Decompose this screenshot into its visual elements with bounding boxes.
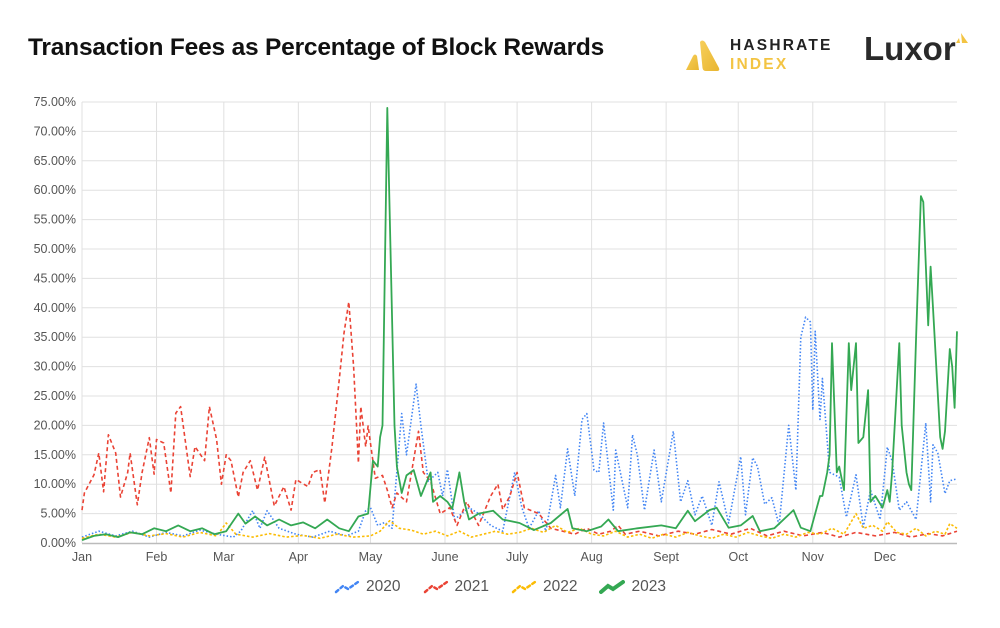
x-tick-label: July [506,550,529,564]
x-tick-label: May [359,550,383,564]
legend-label: 2023 [631,578,666,595]
y-tick-label: 55.00% [34,213,76,227]
y-tick-label: 20.00% [34,418,76,432]
legend-swatch-icon [334,580,360,594]
x-tick-label: Feb [146,550,168,564]
y-axis-ticks: 0.00% 5.00% 10.00% 15.00% 20.00% 25.00% 30.00%… [34,95,76,550]
series-line-2022 [81,512,958,540]
legend-swatch-icon [511,580,537,594]
y-tick-label: 70.00% [34,124,76,138]
x-tick-label: Mar [213,550,235,564]
legend-swatch-icon [599,580,626,594]
y-tick-label: 10.00% [34,477,76,491]
legend-label: 2020 [366,578,401,595]
x-tick-label: June [431,550,458,564]
x-axis-ticks: Jan Feb Mar Apr May June July Aug Sept Oct Nov Dec [72,550,896,564]
hashrate-index-logo-icon [686,40,720,71]
y-tick-label: 15.00% [34,448,76,462]
y-tick-label: 50.00% [34,242,76,256]
series-line-2023 [81,107,958,541]
y-tick-label: 60.00% [34,183,76,197]
legend-label: 2022 [543,578,578,595]
series-lines [81,107,958,541]
y-tick-label: 0.00% [41,536,76,550]
x-tick-label: Jan [72,550,92,564]
gridlines [81,101,957,543]
legend-item-2023[interactable]: 2023 [599,578,666,596]
x-tick-label: Oct [729,550,749,564]
legend: 2020 2021 2022 2023 [0,578,1000,596]
y-tick-label: 35.00% [34,330,76,344]
luxor-logo-mark-icon [956,33,968,43]
hashrate-logo-line2: INDEX [730,56,789,73]
luxor-logo: Luxor [864,30,956,67]
x-tick-label: Sept [653,550,679,564]
y-tick-label: 25.00% [34,389,76,403]
x-tick-label: Apr [289,550,308,564]
x-tick-label: Aug [580,550,602,564]
y-tick-label: 5.00% [41,507,76,521]
series-line-2021 [81,301,958,538]
y-tick-label: 30.00% [34,360,76,374]
chart-title: Transaction Fees as Percentage of Block … [28,34,605,61]
y-tick-label: 45.00% [34,271,76,285]
y-tick-label: 65.00% [34,154,76,168]
y-tick-label: 75.00% [34,95,76,109]
y-tick-label: 40.00% [34,301,76,315]
legend-item-2021[interactable]: 2021 [423,578,489,596]
series-line-2020 [81,316,958,538]
hashrate-logo-line1: HASHRATE [730,37,833,54]
x-tick-label: Nov [802,550,825,564]
x-tick-label: Dec [874,550,896,564]
hashrate-index-logo: HASHRATE INDEX [684,36,833,74]
legend-item-2022[interactable]: 2022 [511,578,577,596]
legend-item-2020[interactable]: 2020 [334,578,401,596]
legend-swatch-icon [423,580,448,594]
legend-label: 2021 [454,578,489,595]
